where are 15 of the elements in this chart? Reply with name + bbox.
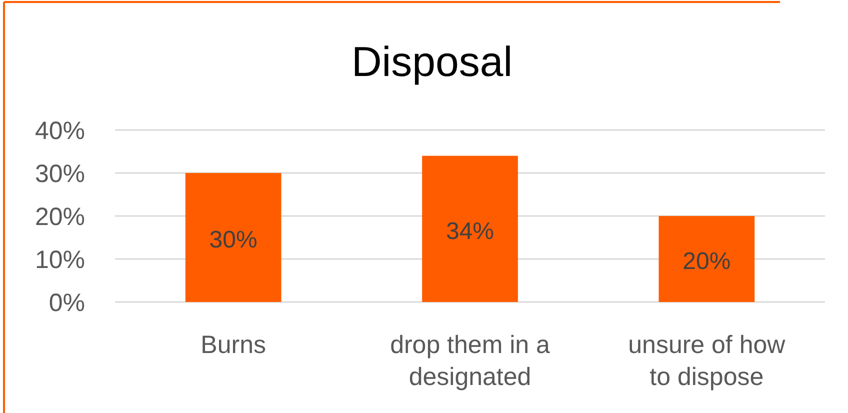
bar (185, 173, 282, 302)
data-label: 34% (446, 218, 494, 245)
y-tick-label: 20% (34, 203, 85, 231)
y-tick-label: 10% (34, 246, 85, 274)
x-tick-label: unsure of how to dispose (628, 331, 786, 391)
bar (658, 216, 755, 302)
x-tick-label: Burns (200, 331, 266, 359)
y-tick-label: 0% (48, 289, 85, 317)
data-label: 30% (209, 226, 258, 254)
y-tick-label: 40% (34, 117, 85, 145)
y-tick-label: 30% (34, 160, 85, 188)
bar (422, 156, 518, 302)
data-label: 20% (682, 248, 731, 275)
x-tick-label: drop them in a designated (390, 331, 550, 391)
chart-title: Disposal (351, 38, 513, 85)
